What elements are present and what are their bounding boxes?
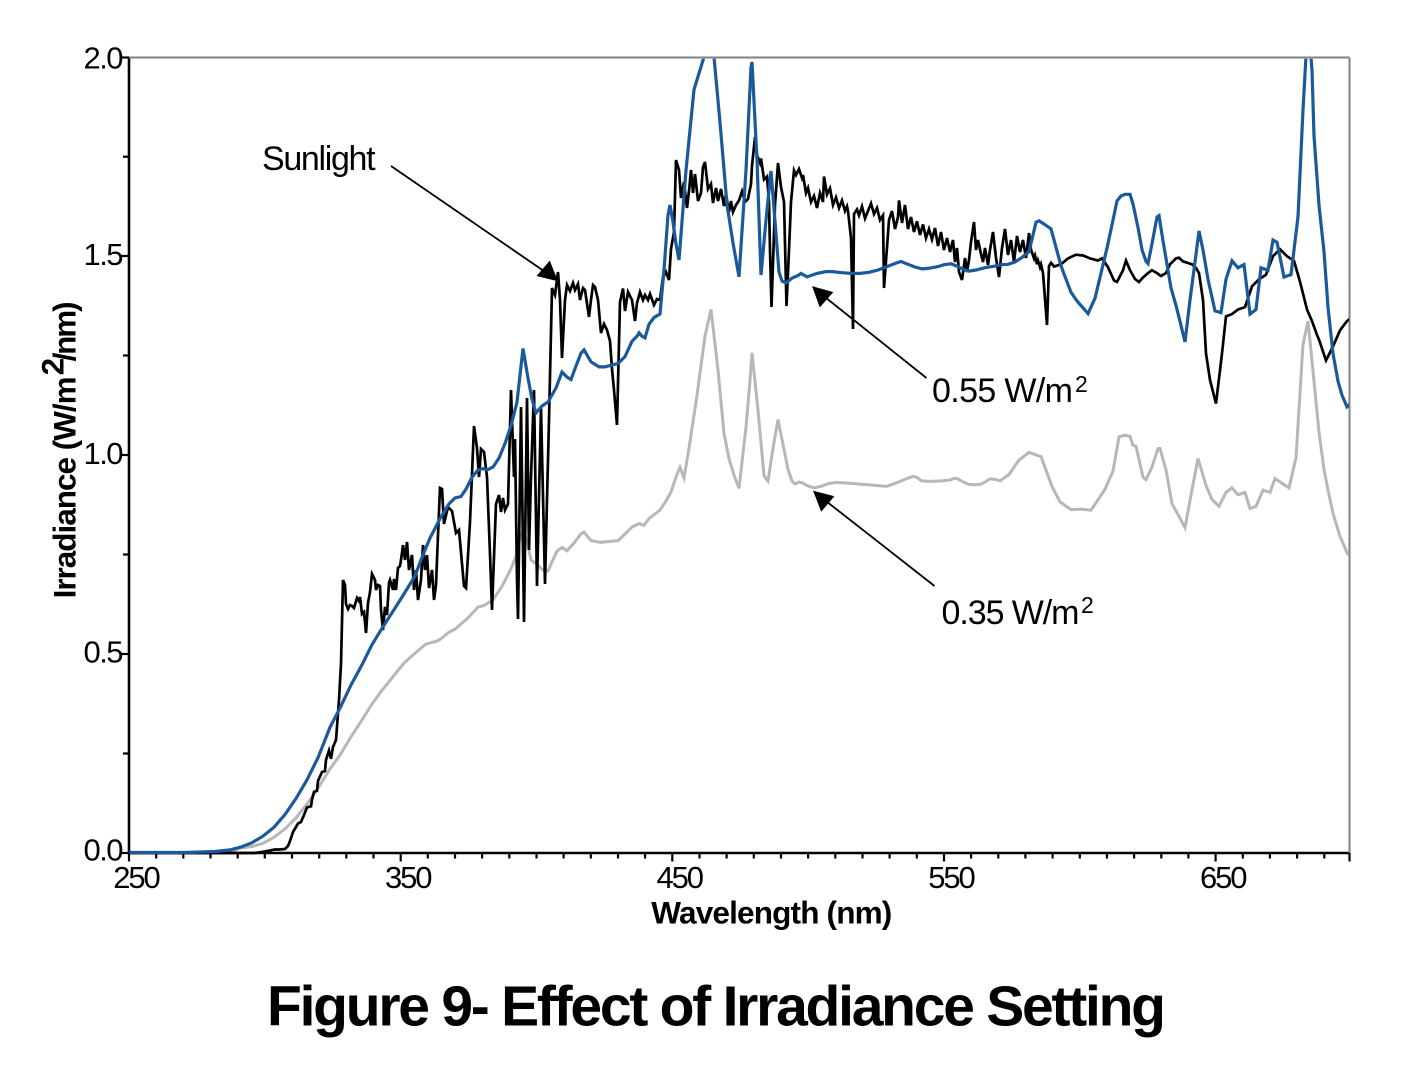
svg-text:Irradiance (W/m: Irradiance (W/m xyxy=(47,376,83,598)
svg-text:Sunlight: Sunlight xyxy=(262,140,376,178)
svg-text:Wavelength (nm): Wavelength (nm) xyxy=(651,894,892,930)
svg-text:0.55 W/m: 0.55 W/m xyxy=(932,372,1073,410)
svg-text:650: 650 xyxy=(1200,860,1248,895)
svg-text:350: 350 xyxy=(385,860,433,895)
svg-text:0.0: 0.0 xyxy=(84,833,124,868)
svg-text:0.35 W/m: 0.35 W/m xyxy=(942,594,1080,632)
svg-text:/nm): /nm) xyxy=(47,301,83,361)
svg-text:2: 2 xyxy=(1075,371,1088,397)
svg-text:2: 2 xyxy=(35,358,71,376)
svg-text:1.0: 1.0 xyxy=(84,436,124,471)
svg-text:2: 2 xyxy=(1081,592,1094,618)
svg-text:550: 550 xyxy=(928,860,976,895)
svg-text:450: 450 xyxy=(657,860,705,895)
svg-text:250: 250 xyxy=(113,860,161,895)
svg-text:1.5: 1.5 xyxy=(84,237,124,272)
svg-text:0.5: 0.5 xyxy=(84,635,124,670)
svg-text:Figure 9- Effect of Irradiance: Figure 9- Effect of Irradiance Setting xyxy=(267,975,1166,1039)
svg-text:2.0: 2.0 xyxy=(84,41,124,76)
